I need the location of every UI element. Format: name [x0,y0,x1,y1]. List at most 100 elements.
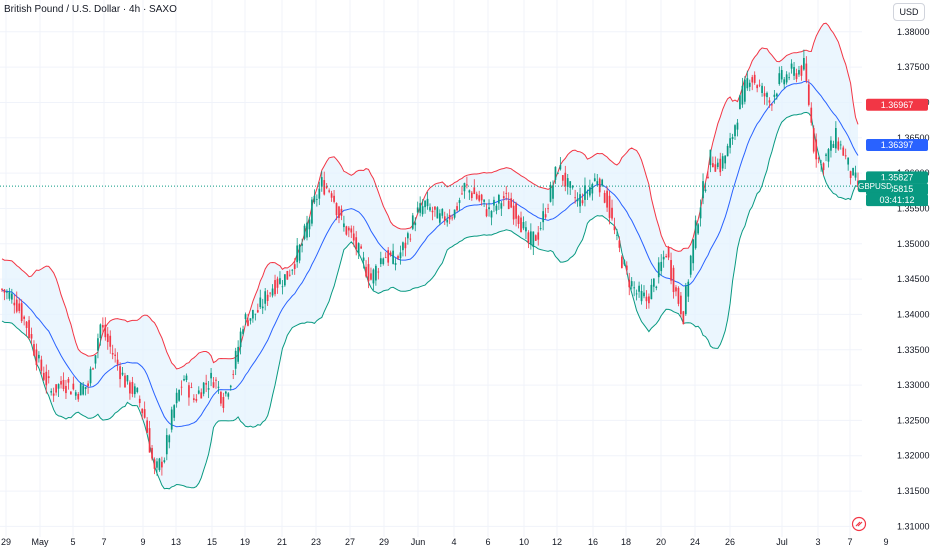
candle-body [820,164,822,166]
candle-body [684,286,687,315]
candle-body [672,267,675,293]
candle-body [601,179,604,186]
candle-body [79,383,82,396]
candle-body [163,460,166,463]
candle-body [456,206,458,211]
basis-price-tag-bg [866,139,928,152]
candle-body [212,382,215,388]
candle-body [775,93,778,97]
candle-body [338,206,340,219]
candle-body [837,141,840,150]
candle-body [734,125,736,137]
candle-body [800,65,803,76]
x-tick-label: May [31,537,49,547]
candle-body [362,257,365,261]
candle-body [810,107,813,123]
y-tick-label: 1.34000 [897,309,930,319]
candle-body [807,84,810,105]
candle-body [498,195,500,204]
candle-body [677,287,680,304]
candle-body [849,171,852,178]
candle-body [559,165,562,170]
candle-body [129,382,131,394]
candle-body [793,67,795,76]
candle-body [689,255,692,275]
x-tick-label: 19 [240,537,250,547]
currency-button[interactable]: USD [893,3,925,21]
symbol-tag-bg [858,180,892,193]
candle-body [520,217,522,233]
candle-body [652,278,655,287]
x-tick-label: 16 [588,537,598,547]
countdown-tag-bg [866,194,928,207]
candle-body [6,291,8,293]
x-tick-label: Jun [411,537,426,547]
candle-body [593,178,596,182]
candle-body [55,384,57,393]
candle-body [84,386,87,389]
candle-body [751,77,754,83]
candle-body [473,187,476,195]
candle-body [237,346,239,362]
candle-body [724,155,727,164]
candle-body [114,354,117,356]
candle-body [633,287,636,289]
candle-body [350,228,353,233]
candle-body [719,158,722,173]
candle-body [377,271,380,273]
candle-body [156,461,158,468]
candle-body [133,386,136,395]
candle-body [517,216,520,224]
candle-body [773,94,776,97]
y-tick-label: 1.33500 [897,345,930,355]
x-tick-label: Jul [776,537,788,547]
candle-body [453,209,456,218]
candle-body [382,258,385,265]
candle-body [795,73,798,80]
candle-body [170,409,173,430]
candle-body [252,309,254,319]
candle-body [146,420,148,433]
candle-body [458,200,461,203]
candle-body [618,240,621,248]
candle-body [301,243,303,246]
candle-body [537,232,540,240]
candle-body [835,128,837,149]
candle-body [92,368,94,370]
candle-body [269,292,271,294]
candle-body [805,63,808,81]
candle-body [28,320,30,338]
candle-body [143,409,146,418]
candle-body [630,281,633,287]
candle-body [625,265,628,271]
candle-body [202,382,205,394]
alert-icon[interactable] [851,516,867,532]
candle-body [431,210,434,213]
x-tick-label: 9 [883,537,888,547]
candle-body [286,270,289,280]
candle-body [778,73,781,84]
candle-body [8,292,11,299]
candle-body [419,203,422,213]
candle-body [726,145,729,157]
symbol-legend-title[interactable]: British Pound / U.S. Dollar · 4h · SAXO [4,4,177,15]
candle-body [822,163,825,171]
candle-body [389,252,392,256]
candle-body [1,288,3,290]
candle-body [687,281,690,297]
candle-body [109,335,112,347]
candle-body [111,353,114,355]
candle-body [340,208,343,216]
candle-body [434,206,436,210]
candle-body [825,154,827,156]
candle-body [566,178,569,187]
candle-body [650,284,653,300]
candle-body [97,338,99,351]
candle-body [375,265,377,281]
candle-body [188,385,190,398]
candle-body [308,219,311,230]
candle-body [628,279,631,288]
candle-body [589,187,591,196]
